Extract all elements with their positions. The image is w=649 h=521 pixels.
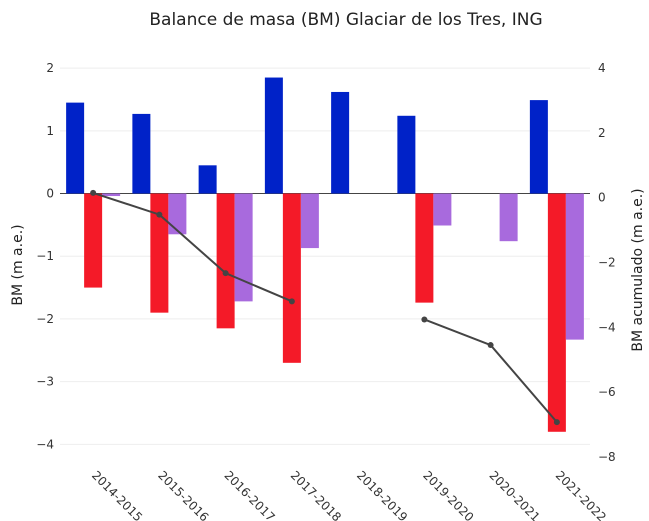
bar-winter-2019-2020 <box>397 115 416 194</box>
x-tick-label: 2017-2018 <box>288 468 344 521</box>
bar-summer-2014-2015 <box>84 193 103 288</box>
bar-summer-2017-2018 <box>282 193 301 363</box>
y2-tick-label: −2 <box>598 256 616 270</box>
y-tick-label: 2 <box>46 61 54 75</box>
bars <box>66 77 584 432</box>
point-cumulative-2016-2017 <box>222 270 229 277</box>
bar-winter-2014-2015 <box>66 102 85 194</box>
bar-annual-2016-2017 <box>234 193 253 302</box>
y2-tick-label: 2 <box>598 126 606 140</box>
x-tick-label: 2019-2020 <box>420 468 476 521</box>
y-axis-title: BM (m a.e.) <box>10 224 26 305</box>
line-segment-cumulative <box>424 318 558 423</box>
y-tick-label: −1 <box>36 249 54 263</box>
bar-winter-2021-2022 <box>529 100 548 194</box>
y-axis-ticks: 2 1 0 −1 −2 −3 −4 <box>36 61 54 451</box>
x-tick-label: 2020-2021 <box>487 468 543 521</box>
y2-tick-label: −6 <box>598 385 616 399</box>
point-cumulative-2014-2015 <box>90 189 97 196</box>
y-tick-label: −3 <box>36 375 54 389</box>
cumulative-line <box>90 189 560 426</box>
x-tick-label: 2018-2019 <box>354 468 410 521</box>
y-tick-label: −4 <box>36 437 54 451</box>
x-tick-label: 2016-2017 <box>222 468 278 521</box>
y2-tick-label: −8 <box>598 450 616 464</box>
x-axis-ticks: 2014-2015 2015-2016 2016-2017 2017-2018 2018… <box>89 468 609 521</box>
point-cumulative-2015-2016 <box>156 211 163 218</box>
y2-axis-title: BM acumulado (m a.e.) <box>630 188 646 351</box>
y-tick-label: 1 <box>46 124 54 138</box>
bar-summer-2015-2016 <box>150 193 169 313</box>
bar-winter-2015-2016 <box>132 113 151 194</box>
point-cumulative-2020-2021 <box>487 342 494 349</box>
y2-tick-label: 0 <box>598 191 606 205</box>
y-tick-label: −2 <box>36 312 54 326</box>
x-tick-label: 2015-2016 <box>155 468 211 521</box>
point-cumulative-2017-2018 <box>288 298 295 305</box>
bar-annual-2015-2016 <box>168 193 187 235</box>
x-tick-label: 2014-2015 <box>89 468 145 521</box>
bar-annual-2017-2018 <box>300 193 319 249</box>
point-cumulative-2019-2020 <box>421 316 428 323</box>
bar-winter-2016-2017 <box>198 165 217 194</box>
bar-annual-2021-2022 <box>565 193 584 340</box>
bar-summer-2016-2017 <box>216 193 235 329</box>
chart-title: Balance de masa (BM) Glaciar de los Tres… <box>149 10 542 30</box>
bar-winter-2018-2019 <box>331 91 350 194</box>
bar-winter-2017-2018 <box>264 77 283 194</box>
y2-tick-label: −4 <box>598 320 616 334</box>
line-segment-cumulative <box>92 191 293 303</box>
y-tick-label: 0 <box>46 187 54 201</box>
x-tick-label: 2021-2022 <box>553 468 609 521</box>
y2-axis-ticks: 4 2 0 −2 −4 −6 −8 <box>598 61 616 464</box>
bar-annual-2019-2020 <box>433 193 452 226</box>
point-cumulative-2021-2022 <box>553 419 560 426</box>
bar-annual-2020-2021 <box>499 193 518 242</box>
y2-tick-label: 4 <box>598 61 606 75</box>
bar-annual-2014-2015 <box>102 193 121 197</box>
bar-summer-2019-2020 <box>415 193 434 303</box>
bar-summer-2021-2022 <box>547 193 566 432</box>
